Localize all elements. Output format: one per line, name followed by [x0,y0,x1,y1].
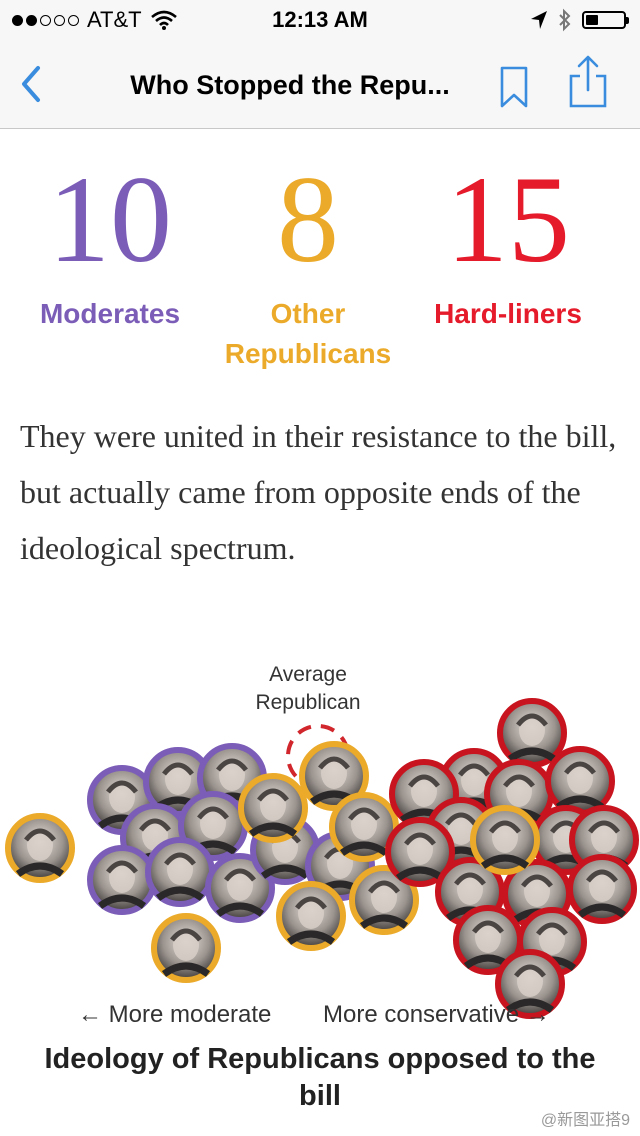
moderates-count: 10 [48,151,172,288]
portrait-bubble [87,765,157,835]
battery-icon [582,11,629,29]
location-arrow-icon [531,11,547,29]
stat-other-republicans: 8 Other Republicans [208,150,408,374]
portrait-bubble [329,792,399,862]
portrait-bubble [545,746,615,816]
share-icon[interactable] [566,54,610,110]
average-republican-label: Average Republican [255,663,361,714]
clock: 12:13 AM [272,7,368,32]
stat-moderates: 10 Moderates [20,150,200,334]
portrait-bubble [349,865,419,935]
portrait-bubble [87,845,157,915]
navigation-bar: Who Stopped the Repu... [0,40,640,129]
portrait-bubble [497,698,567,768]
wifi-icon [150,10,177,30]
back-chevron-icon[interactable] [16,62,46,106]
moderates-label: Moderates [39,298,181,329]
portrait-bubble [385,817,455,887]
chart-caption: Ideology of Republicans opposed to the b… [44,1043,596,1112]
article-paragraph: They were united in their resistance to … [20,418,617,566]
axis-right-label: More conservative → [323,1001,550,1028]
portrait-bubble [205,853,275,923]
hard-liners-count: 15 [446,151,570,288]
carrier-name: AT&T [87,7,142,32]
portrait-bubble [5,813,75,883]
ideology-beeswarm [5,698,639,1019]
portrait-bubble [470,805,540,875]
hard-liners-label: Hard-liners [434,298,582,329]
portrait-bubble [502,859,572,929]
status-bar: AT&T 12:13 AM [0,0,640,40]
stat-hard-liners: 15 Hard-liners [418,150,598,334]
carrier-indicator: AT&T [12,7,178,33]
signal-strength-icon [12,14,79,26]
other-republicans-label: Other Republicans [224,298,392,369]
portrait-bubble [145,837,215,907]
other-republicans-count: 8 [277,151,339,288]
bluetooth-icon [559,8,571,32]
watermark: @新图亚搭9 [540,1112,630,1129]
article-title: Who Stopped the Repu... [130,70,450,100]
portrait-bubble [238,773,308,843]
bookmark-icon[interactable] [496,64,532,110]
portrait-bubble [299,741,369,811]
portrait-bubble [567,854,637,924]
portrait-bubble [495,949,565,1019]
portrait-bubble [151,913,221,983]
portrait-bubble [276,881,346,951]
axis-left-label: ← More moderate [78,1001,272,1028]
